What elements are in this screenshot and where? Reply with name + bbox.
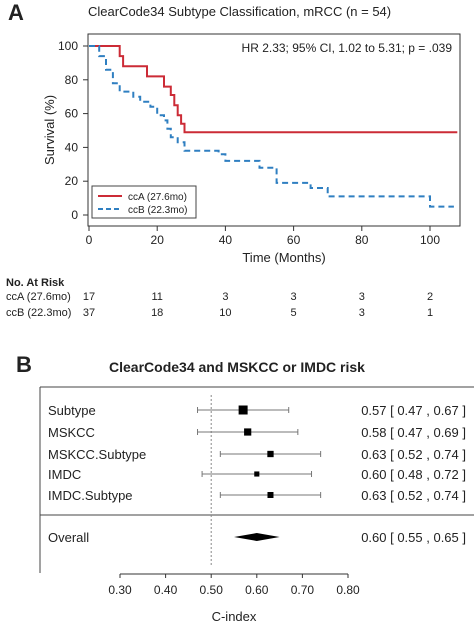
legend-label: ccB (22.3mo) [128, 205, 187, 216]
risk-count: 3 [290, 291, 297, 303]
risk-count: 3 [358, 307, 365, 319]
risk-count: 10 [219, 307, 232, 319]
y-tick-label: 20 [65, 174, 79, 188]
risk-row-label: ccA (27.6mo) [6, 291, 71, 303]
forest-row-label: IMDC.Subtype [48, 488, 133, 503]
point-estimate [254, 471, 260, 477]
y-tick-label: 80 [65, 73, 79, 87]
x-tick-label: 0 [86, 233, 93, 247]
x-tick-label: 40 [219, 233, 233, 247]
forest-x-axis-label: C-index [212, 609, 257, 624]
risk-count: 18 [151, 307, 164, 319]
panel-b-title: ClearCode34 and MSKCC or IMDC risk [109, 359, 365, 375]
risk-table-header: No. At Risk [6, 277, 65, 289]
point-estimate [267, 492, 274, 498]
risk-count: 2 [426, 291, 434, 303]
y-tick-label: 0 [71, 208, 78, 222]
series-line-ccA [89, 45, 458, 134]
risk-count: 17 [82, 291, 96, 303]
forest-row-label: MSKCC.Subtype [48, 447, 146, 462]
panel-a-title: ClearCode34 Subtype Classification, mRCC… [88, 4, 392, 19]
x-tick-label: 60 [287, 233, 301, 247]
km-survival-plot: 0 20 40 60 80 100 0 20 40 60 80 100 Time (Months) Sur… [42, 33, 461, 265]
risk-count: 1 [426, 307, 434, 319]
overall-diamond [234, 533, 280, 541]
x-tick-label: 20 [151, 233, 165, 247]
series-line-ccB [89, 45, 454, 208]
legend-box [91, 185, 197, 219]
point-estimate [238, 405, 248, 415]
forest-row-label: MSKCC [48, 425, 95, 440]
forest-row-label: Subtype [48, 403, 96, 418]
legend-label: ccA (27.6mo) [128, 192, 187, 203]
y-axis-label: Survival (%) [42, 95, 57, 165]
risk-count: 5 [290, 307, 297, 319]
risk-count: 37 [82, 307, 96, 319]
forest-row-label: IMDC [48, 467, 81, 482]
x-tick-label: 80 [355, 233, 369, 247]
panel-b-letter: B [16, 352, 32, 377]
point-estimate [267, 450, 274, 458]
y-tick-label: 40 [65, 140, 79, 154]
forest-row-value: 0.63 [ 0.52 , 0.74 ] [361, 488, 466, 503]
overall-value: 0.60 [ 0.55 , 0.65 ] [361, 530, 466, 545]
forest-x-tick-label: 0.50 [200, 583, 224, 597]
overall-label: Overall [48, 530, 89, 545]
forest-x-tick-label: 0.70 [291, 583, 315, 597]
forest-x-tick-label: 0.60 [245, 583, 269, 597]
forest-row-value: 0.63 [ 0.52 , 0.74 ] [361, 447, 466, 462]
forest-x-tick-label: 0.40 [154, 583, 178, 597]
y-tick-label: 60 [65, 107, 79, 121]
x-axis-label: Time (Months) [242, 250, 325, 265]
plot-frame [87, 33, 461, 227]
risk-count: 11 [151, 291, 163, 303]
x-tick-label: 100 [420, 233, 440, 247]
forest-x-tick-label: 0.80 [336, 583, 360, 597]
panel-a-letter: A [8, 0, 24, 25]
forest-x-tick-label: 0.30 [108, 583, 132, 597]
y-tick-label: 100 [58, 39, 78, 53]
point-estimate [244, 428, 252, 436]
forest-row-value: 0.58 [ 0.47 , 0.69 ] [361, 425, 466, 440]
risk-row-label: ccB (22.3mo) [6, 307, 72, 319]
risk-count: 3 [358, 291, 365, 303]
forest-row-value: 0.57 [ 0.47 , 0.67 ] [361, 403, 466, 418]
risk-count: 3 [222, 291, 229, 303]
forest-row-value: 0.60 [ 0.48 , 0.72 ] [361, 467, 466, 482]
hr-annotation: HR 2.33; 95% CI, 1.02 to 5.31; p = .039 [242, 41, 453, 55]
